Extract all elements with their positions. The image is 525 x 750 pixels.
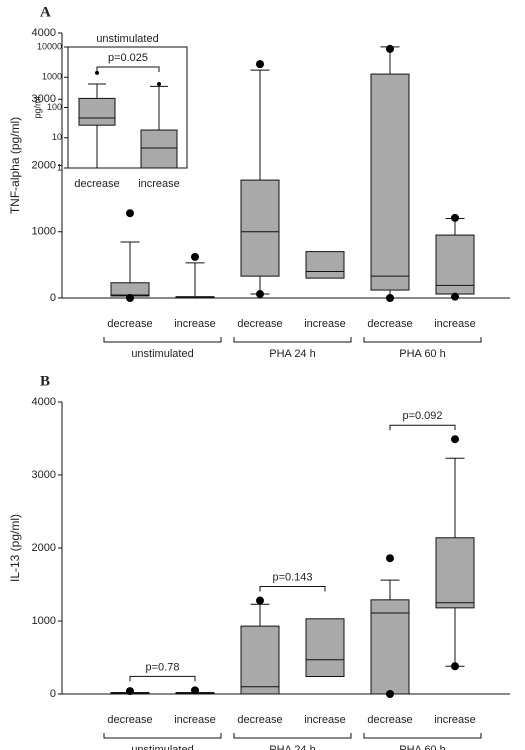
y-tick-label: 4000 — [32, 27, 56, 39]
group-label: PHA 24 h — [269, 744, 315, 750]
group-bracket — [233, 733, 352, 739]
y-tick-label: 100 — [47, 102, 62, 112]
y-tick-label: 2000 — [32, 159, 56, 171]
y-tick-label: 1000 — [32, 226, 56, 238]
outlier — [95, 70, 99, 75]
p-value: p=0.025 — [108, 52, 148, 64]
box — [435, 234, 475, 295]
y-tick-label: 1000 — [42, 72, 62, 82]
y-tick-label: 1000 — [32, 615, 56, 627]
x-tick-label: increase — [304, 318, 346, 330]
y-tick-label: 3000 — [32, 93, 56, 105]
group-label: unstimulated — [131, 348, 193, 360]
y-axis-label: TNF-alpha (pg/ml) — [8, 117, 22, 214]
outlier — [256, 290, 264, 299]
outlier — [126, 687, 134, 696]
group-bracket — [363, 337, 482, 343]
group-label: PHA 60 h — [399, 744, 445, 750]
group-label: PHA 24 h — [269, 348, 315, 360]
x-tick-label: decrease — [367, 714, 412, 726]
box — [305, 251, 345, 279]
x-tick-label: decrease — [74, 178, 119, 190]
box — [370, 599, 410, 695]
box — [240, 179, 280, 277]
x-tick-label: decrease — [107, 714, 152, 726]
p-bracket — [96, 66, 160, 72]
y-tick-label: 10000 — [37, 41, 62, 51]
p-bracket — [129, 675, 196, 682]
x-tick-label: decrease — [237, 318, 282, 330]
x-tick-label: increase — [434, 714, 476, 726]
y-tick-label: 0 — [50, 688, 56, 700]
panel-label: B — [40, 373, 50, 389]
outlier — [256, 596, 264, 605]
x-tick-label: increase — [434, 318, 476, 330]
outlier — [451, 292, 459, 301]
p-bracket — [259, 586, 326, 592]
y-axis-label: IL-13 (pg/ml) — [8, 514, 22, 582]
x-tick-label: increase — [174, 714, 216, 726]
box — [240, 625, 280, 695]
outlier — [191, 686, 199, 695]
box — [435, 537, 475, 609]
y-tick-label: 1 — [57, 162, 62, 172]
outlier — [157, 81, 161, 86]
x-tick-label: decrease — [107, 318, 152, 330]
inset-title: unstimulated — [96, 33, 158, 45]
outlier — [386, 554, 394, 563]
group-bracket — [103, 733, 222, 739]
y-axis-label: pg/ml — [32, 96, 42, 118]
box — [305, 618, 345, 677]
p-value: p=0.78 — [146, 661, 180, 673]
outlier — [386, 294, 394, 302]
outlier — [256, 60, 264, 69]
group-label: unstimulated — [131, 744, 193, 750]
panel-label: A — [40, 4, 51, 20]
group-label: PHA 60 h — [399, 348, 445, 360]
outlier — [191, 252, 199, 261]
outlier — [386, 690, 394, 698]
y-tick-label: 4000 — [32, 396, 56, 408]
x-tick-label: increase — [138, 178, 180, 190]
x-tick-label: increase — [304, 714, 346, 726]
y-tick-label: 2000 — [32, 542, 56, 554]
p-value: p=0.143 — [272, 571, 312, 583]
outlier — [451, 213, 459, 222]
outlier — [451, 435, 459, 444]
outlier — [126, 209, 134, 218]
x-tick-label: decrease — [237, 714, 282, 726]
box — [78, 97, 116, 126]
outlier — [451, 662, 459, 671]
box — [140, 129, 178, 169]
p-value: p=0.092 — [402, 410, 442, 422]
x-tick-label: increase — [174, 318, 216, 330]
group-bracket — [363, 733, 482, 739]
y-tick-label: 0 — [50, 292, 56, 304]
y-tick-label: 10 — [52, 132, 62, 142]
x-tick-label: decrease — [367, 318, 412, 330]
outlier — [126, 294, 134, 302]
outlier — [386, 44, 394, 53]
p-bracket — [389, 424, 456, 431]
group-bracket — [233, 337, 352, 343]
y-tick-label: 3000 — [32, 469, 56, 481]
box — [370, 73, 410, 291]
group-bracket — [103, 337, 222, 343]
